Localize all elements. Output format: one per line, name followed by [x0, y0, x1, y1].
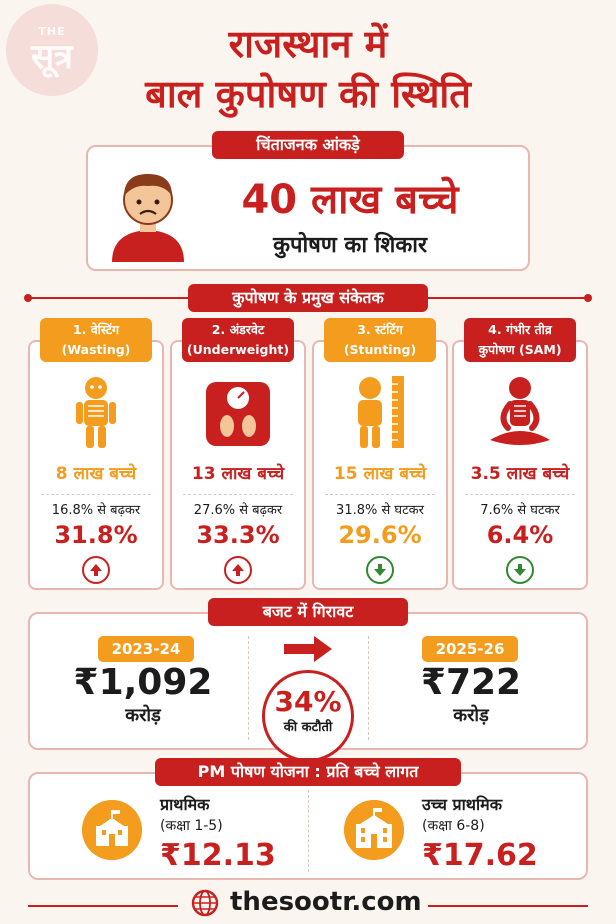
indicator-tag-wasting: 1. वेस्टिंग (Wasting) [40, 318, 152, 362]
budget-amount-old: ₹1,092 [73, 662, 213, 703]
alarming-stats-header: चिंताजनक आंकड़े [212, 131, 404, 159]
indicator-value: 31.8% [54, 521, 138, 549]
pm-primary-classes: (कक्षा 1-5) [160, 818, 223, 834]
sad-child-icon [112, 174, 184, 262]
pm-primary-cost: ₹12.13 [160, 838, 276, 873]
indicator-separator [325, 494, 435, 495]
indicator-tag-sam: 4. गंभीर तीव्र कुपोषण (SAM) [464, 318, 576, 362]
indicator-value: 33.3% [196, 521, 280, 549]
malnourished-children-count: 40 लाख बच्चे [241, 177, 459, 223]
indicator-tag-line1: 4. गंभीर तीव्र [488, 322, 552, 337]
logo-small-text: THE [38, 24, 66, 38]
indicator-tag-line1: 3. स्टंटिंग [357, 322, 403, 337]
indicator-separator [183, 494, 293, 495]
budget-unit-old: करोड़ [125, 705, 161, 726]
indicators-header: कुपोषण के प्रमुख संकेतक [188, 284, 428, 312]
pm-upper-classes: (कक्षा 6-8) [422, 818, 485, 834]
divider-dot-left [24, 294, 32, 302]
budget-header: बजट में गिरावट [208, 598, 408, 626]
indicator-tag-underweight: 2. अंडरवेट (Underweight) [182, 318, 294, 362]
globe-icon [191, 889, 219, 917]
indicator-tag-line2: (Stunting) [343, 342, 417, 357]
pm-primary-label: प्राथमिक [160, 795, 210, 814]
pm-upper-cost: ₹17.62 [422, 838, 538, 873]
budget-divider-left [248, 636, 249, 740]
school-building-icon [82, 800, 142, 860]
indicator-tag-line1: 1. वेस्टिंग [72, 322, 120, 337]
indicator-separator [41, 494, 151, 495]
indicator-value: 29.6% [338, 521, 422, 549]
budget-year-old: 2023-24 [98, 636, 194, 662]
budget-cut-percent: 34% [274, 685, 342, 718]
indicator-count: 13 लाख बच्चे [191, 464, 285, 484]
arrow-down-icon [366, 556, 394, 584]
arrow-up-icon [82, 556, 110, 584]
indicator-count: 15 लाख बच्चे [333, 464, 427, 484]
indicator-tag-line1: 2. अंडरवेट [211, 322, 265, 337]
indicator-from-text: 31.8% से घटकर [336, 503, 424, 518]
indicator-tag-stunting: 3. स्टंटिंग (Stunting) [324, 318, 436, 362]
indicator-from-text: 27.6% से बढ़कर [193, 503, 283, 518]
indicator-card-underweight [170, 340, 306, 590]
footer-line-right [418, 905, 588, 907]
indicator-count: 3.5 लाख बच्चे [470, 464, 570, 484]
budget-divider-right [368, 636, 369, 740]
page-title-line2: बाल कुपोषण की स्थिति [145, 72, 471, 116]
indicator-tag-line2: कुपोषण (SAM) [478, 342, 562, 357]
budget-amount-new: ₹722 [420, 662, 522, 703]
severely-malnourished-child-icon [490, 377, 550, 445]
logo-big-text: सूत्र [31, 36, 73, 77]
indicator-separator [465, 494, 575, 495]
website-link[interactable]: thesootr.com [224, 884, 428, 920]
indicator-tag-line2: (Wasting) [61, 342, 131, 357]
malnourished-subtitle: कुपोषण का शिकार [273, 233, 427, 258]
pm-divider [308, 790, 309, 872]
budget-cut-label: की कटौती [283, 720, 333, 735]
pm-upper-label: उच्च प्राथमिक [422, 795, 503, 814]
school-building-icon [344, 800, 404, 860]
indicator-value: 6.4% [486, 521, 554, 549]
indicator-from-text: 7.6% से घटकर [480, 503, 560, 518]
footer-line-left [28, 905, 178, 907]
arrow-down-icon [506, 556, 534, 584]
indicator-count: 8 लाख बच्चे [55, 464, 137, 484]
weighing-scale-icon [206, 382, 270, 446]
child-height-ruler-icon [358, 376, 404, 448]
pm-poshan-header: PM पोषण योजना : प्रति बच्चे लागत [155, 758, 461, 786]
arrow-right-icon [284, 636, 332, 662]
brand-logo: THE सूत्र [6, 4, 98, 96]
emaciated-child-icon [76, 377, 116, 448]
budget-unit-new: करोड़ [453, 705, 489, 726]
divider-dot-right [584, 294, 592, 302]
indicator-from-text: 16.8% से बढ़कर [51, 503, 141, 518]
budget-cut-badge: 34% की कटौती [262, 670, 354, 762]
indicator-tag-line2: (Underweight) [186, 342, 290, 357]
arrow-up-icon [224, 556, 252, 584]
budget-year-new: 2025-26 [422, 636, 518, 662]
page-title-line1: राजस्थान में [228, 22, 388, 66]
